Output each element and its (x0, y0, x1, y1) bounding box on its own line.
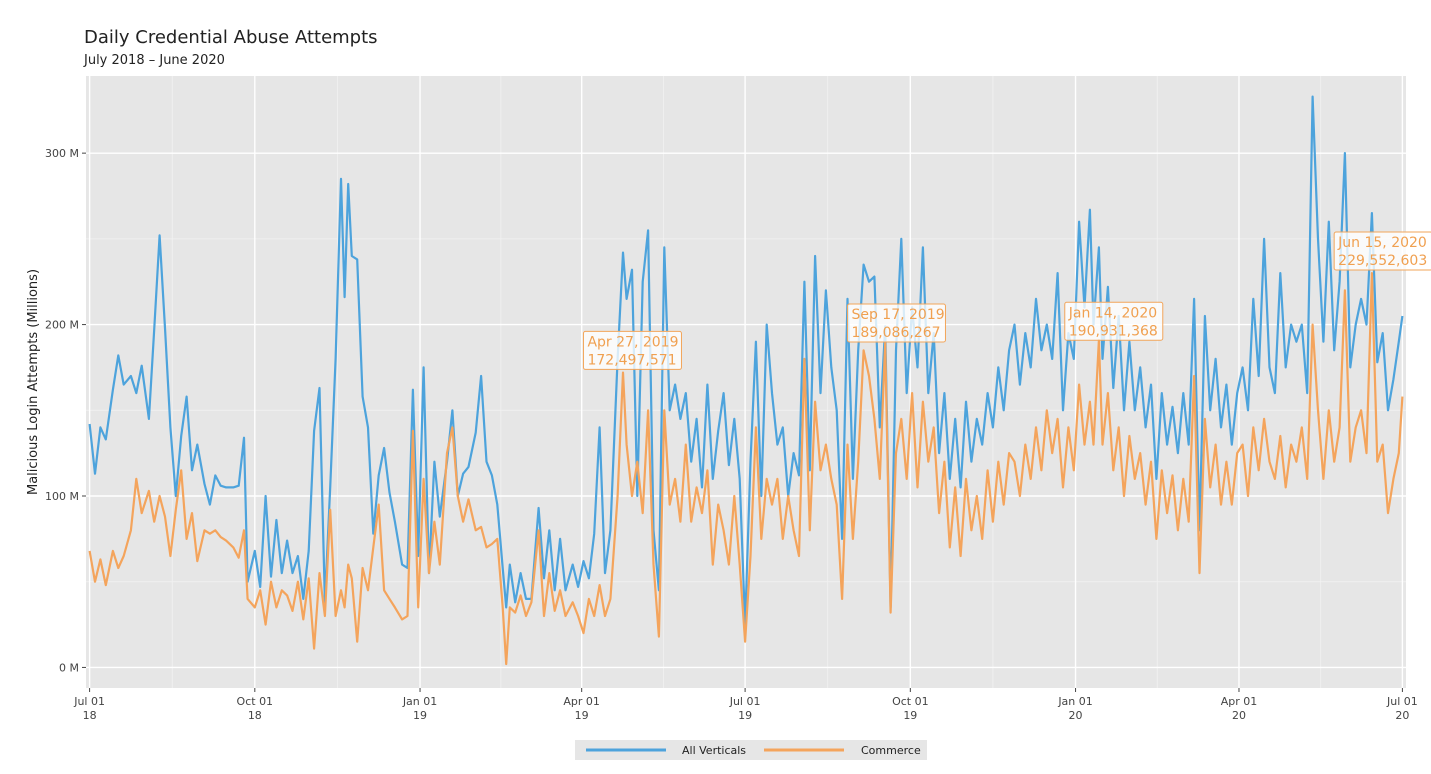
chart-subtitle: July 2018 – June 2020 (84, 53, 225, 68)
annotation-callout: Jan 14, 2020 190,931,368 (1064, 301, 1164, 341)
legend: All Verticals Commerce (575, 740, 927, 760)
annotation-value: 172,497,571 (587, 352, 676, 368)
annotation-box (846, 303, 946, 343)
y-tick-label: 200 M (45, 319, 79, 332)
x-tick-label: Jan 01 (1057, 695, 1092, 708)
legend-background (575, 740, 927, 760)
x-tick-label-year: 19 (903, 709, 917, 722)
annotation-date: Jan 14, 2020 (1068, 305, 1157, 321)
annotation-box (1064, 301, 1164, 341)
legend-label-all-verticals: All Verticals (682, 744, 746, 757)
x-tick-label: Oct 01 (237, 695, 274, 708)
x-tick-label-year: 18 (248, 709, 262, 722)
series-line-all-verticals (88, 95, 1404, 626)
chart-title: Daily Credential Abuse Attempts (84, 27, 378, 48)
annotation-box (1333, 231, 1431, 271)
annotation-value: 190,931,368 (1069, 323, 1158, 339)
annotation-value: 189,086,267 (851, 325, 940, 341)
annotation-callout: Sep 17, 2019 189,086,267 (846, 303, 946, 343)
y-tick-label: 300 M (45, 147, 79, 160)
x-tick-label-year: 20 (1395, 709, 1409, 722)
x-tick-label-year: 19 (738, 709, 752, 722)
x-tick-label-year: 19 (413, 709, 427, 722)
x-tick-label-year: 20 (1069, 709, 1083, 722)
x-tick-label-year: 19 (575, 709, 589, 722)
annotations: Apr 27, 2019 172,497,571 Sep 17, 2019 189,0… (582, 231, 1431, 370)
x-tick-label-year: 20 (1232, 709, 1246, 722)
annotation-value: 229,552,603 (1338, 253, 1427, 269)
y-axis-label: Malicious Login Attempts (Millions) (26, 269, 41, 495)
y-tick-label: 0 M (59, 661, 79, 674)
annotation-date: Apr 27, 2019 (587, 334, 678, 350)
x-tick-label: Jul 01 (73, 695, 105, 708)
series-layer (88, 95, 1404, 666)
x-tick-label-year: 18 (83, 709, 97, 722)
series-line-commerce (88, 272, 1404, 666)
y-tick-label: 100 M (45, 490, 79, 503)
y-axis: 0 M 100 M 200 M 300 M (45, 147, 86, 674)
x-tick-label: Jul 01 (1386, 695, 1418, 708)
annotation-date: Jun 15, 2020 (1337, 235, 1427, 251)
x-tick-label: Jan 01 (402, 695, 437, 708)
legend-label-commerce: Commerce (861, 744, 921, 757)
x-tick-label: Jul 01 (729, 695, 761, 708)
x-tick-label: Apr 01 (563, 695, 600, 708)
x-tick-label: Apr 01 (1221, 695, 1258, 708)
annotation-date: Sep 17, 2019 (851, 307, 944, 323)
x-tick-label: Oct 01 (892, 695, 929, 708)
annotation-box (582, 330, 682, 370)
annotation-callout: Apr 27, 2019 172,497,571 (582, 330, 682, 370)
annotation-callout: Jun 15, 2020 229,552,603 (1333, 231, 1431, 271)
